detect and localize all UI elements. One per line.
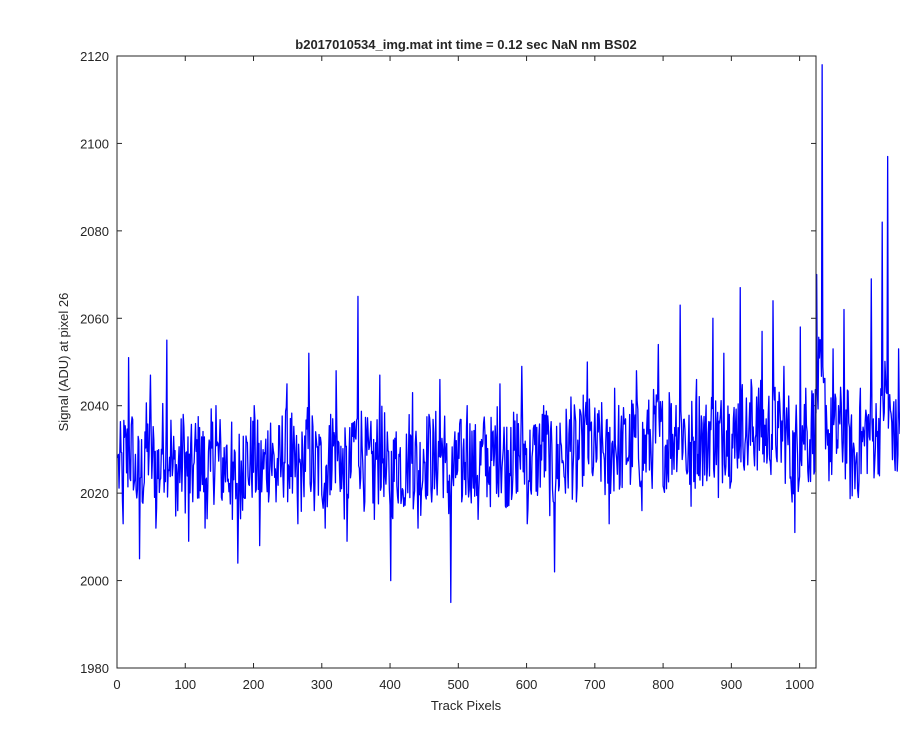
plot-area (117, 56, 816, 668)
y-tick-label: 2120 (80, 49, 109, 64)
axes-box (116, 55, 817, 669)
x-tick-label: 1000 (785, 677, 814, 692)
y-tick-label: 2060 (80, 311, 109, 326)
x-axis-label: Track Pixels (431, 698, 502, 713)
x-tick-label: 300 (311, 677, 333, 692)
x-tick-label: 800 (652, 677, 674, 692)
y-tick-label: 2000 (80, 574, 109, 589)
series-group (117, 64, 900, 604)
x-tick-label: 0 (113, 677, 120, 692)
y-tick-label: 2020 (80, 486, 109, 501)
y-tick-label: 2100 (80, 136, 109, 151)
x-tick-label: 400 (379, 677, 401, 692)
y-axis-label: Signal (ADU) at pixel 26 (56, 293, 71, 432)
x-tick-label: 600 (516, 677, 538, 692)
series-line (117, 64, 900, 604)
x-tick-label: 100 (174, 677, 196, 692)
x-tick-label: 500 (447, 677, 469, 692)
x-tick-label: 700 (584, 677, 606, 692)
y-tick-label: 2040 (80, 399, 109, 414)
y-tick-label: 1980 (80, 661, 109, 676)
chart-title: b2017010534_img.mat int time = 0.12 sec … (295, 37, 636, 52)
x-tick-label: 900 (721, 677, 743, 692)
y-tick-label: 2080 (80, 224, 109, 239)
ticks-group: 0 100 200 300 400 500 600 700 800 900 1000 1980 2000… (80, 49, 816, 692)
x-tick-label: 200 (243, 677, 265, 692)
